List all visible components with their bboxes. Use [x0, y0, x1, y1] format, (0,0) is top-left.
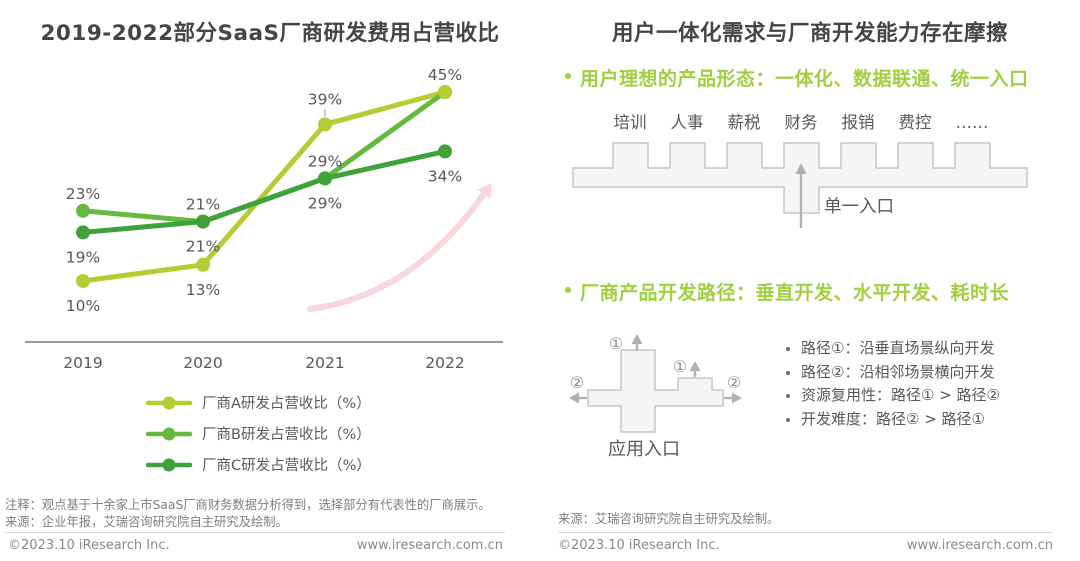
legend-dot	[162, 427, 176, 440]
list-item: 路径②：沿相邻场景横向开发	[786, 361, 1000, 385]
data-label: 39%	[308, 90, 342, 108]
website-text: www.iresearch.com.cn	[356, 538, 503, 553]
series-line-c	[80, 148, 448, 235]
x-tick-label: 2019	[63, 354, 102, 372]
path1-circle-marker: ①	[673, 357, 687, 376]
list-item: 资源复用性：路径① > 路径②	[786, 384, 1000, 408]
app-entry-label: 应用入口	[608, 439, 680, 460]
bullet1-row: 用户理想的产品形态：一体化、数据联通、统一入口	[565, 64, 1029, 91]
data-label: 21%	[186, 196, 220, 214]
line-chart: 2019 2020 2021 2022 10% 13% 39% 45% 23% 21% 29% 19%…	[25, 66, 503, 372]
copyright-text: ©2023.10 iResearch Inc.	[558, 538, 720, 553]
module-label: 财务	[785, 113, 818, 132]
module-label: 报销	[842, 113, 875, 132]
x-tick-label: 2021	[305, 354, 344, 372]
right-title: 用户一体化需求与厂商开发能力存在摩擦	[611, 21, 1008, 46]
legend-dot	[162, 396, 176, 409]
trend-arrow-decor	[307, 188, 489, 312]
data-label: 10%	[66, 297, 100, 315]
left-chart-title: 2019-2022部分SaaS厂商研发费用占营收比	[40, 21, 500, 46]
bullet-dot-icon	[565, 287, 571, 293]
vertical-dev-arrow-head	[631, 334, 643, 344]
data-point-c	[318, 171, 332, 186]
bullet-dot-icon	[786, 347, 790, 351]
list-item-text: 开发难度：路径② > 路径①	[801, 409, 985, 428]
list-item-text: 资源复用性：路径① > 路径②	[801, 386, 1001, 404]
path1-circle-marker: ①	[609, 334, 623, 353]
legend-item: 厂商B研发占营收比（%）	[146, 418, 371, 449]
data-label: 21%	[186, 238, 220, 256]
bullet-dot-icon	[786, 370, 790, 375]
data-point-b	[76, 203, 90, 218]
series-line-a	[80, 89, 448, 284]
note-line: 注释：观点基于十余家上市SaaS厂商财务数据分析得到，选择部分有代表性的厂商展示…	[5, 498, 491, 512]
trend-arrow-head	[477, 183, 492, 199]
data-label: 45%	[428, 66, 462, 84]
legend-dot	[162, 458, 176, 471]
data-label: 19%	[66, 248, 100, 266]
left-note: 注释：观点基于十余家上市SaaS厂商财务数据分析得到，选择部分有代表性的厂商展示…	[5, 497, 491, 531]
bullet2-row: 厂商产品开发路径：垂直开发、水平开发、耗时长	[565, 278, 1009, 305]
data-point-c	[196, 214, 210, 229]
data-label: 29%	[308, 152, 342, 170]
vertical-dev-arrow-2-head	[689, 361, 701, 371]
chart-legend: 厂商A研发占营收比（%） 厂商B研发占营收比（%） 厂商C研发占营收比（%）	[146, 387, 371, 480]
module-label: 费控	[899, 113, 932, 132]
list-item: 路径①：沿垂直场景纵向开发	[786, 337, 1000, 361]
bullet-dot-icon	[786, 417, 790, 422]
data-point-c	[76, 225, 90, 240]
module-label: ……	[956, 113, 989, 132]
path2-circle-marker: ②	[570, 373, 584, 392]
path2-circle-marker: ②	[727, 373, 741, 392]
integration-diagram: 培训 人事 薪税 财务 报销 费控 …… 单一入口	[572, 113, 1028, 228]
website-text: www.iresearch.com.cn	[906, 538, 1053, 553]
horizontal-dev-arrow-right-head	[732, 392, 742, 404]
data-point-a	[196, 257, 210, 272]
data-point-a	[318, 117, 332, 132]
x-tick-label: 2022	[425, 354, 464, 372]
copyright-text: ©2023.10 iResearch Inc.	[8, 538, 170, 553]
list-item-text: 路径①：沿垂直场景纵向开发	[801, 339, 995, 357]
single-entry-arrow-head	[795, 163, 807, 174]
bullet-dot-icon	[565, 73, 571, 79]
dev-path-diagram: ① ① ② ② 应用入口	[569, 334, 742, 460]
data-label: 13%	[186, 281, 220, 299]
legend-item: 厂商A研发占营收比（%）	[146, 387, 371, 418]
data-point-a	[76, 274, 90, 288]
data-label: 23%	[66, 185, 100, 203]
legend-marker-icon	[146, 427, 192, 440]
bullet1-text: 用户理想的产品形态：一体化、数据联通、统一入口	[580, 68, 1029, 90]
path-list: 路径①：沿垂直场景纵向开发 路径②：沿相邻场景横向开发 资源复用性：路径① > …	[786, 337, 1000, 431]
list-item-text: 路径②：沿相邻场景横向开发	[801, 362, 995, 381]
data-point-c	[438, 144, 452, 159]
legend-label: 厂商B研发占营收比（%）	[202, 427, 371, 443]
horizontal-dev-arrow-left-head	[569, 392, 579, 404]
module-label: 薪税	[728, 113, 761, 132]
legend-item: 厂商C研发占营收比（%）	[146, 449, 371, 480]
data-point-a	[438, 85, 452, 99]
right-source: 来源：艾瑞咨询研究院自主研究及绘制。	[558, 512, 780, 526]
right-footer: ©2023.10 iResearch Inc. www.iresearch.co…	[558, 538, 1053, 553]
legend-marker-icon	[146, 458, 192, 471]
x-tick-label: 2020	[183, 354, 222, 372]
source-line: 来源：企业年报，艾瑞咨询研究院自主研究及绘制。	[5, 515, 288, 529]
legend-label: 厂商A研发占营收比（%）	[202, 396, 371, 412]
legend-label: 厂商C研发占营收比（%）	[202, 458, 371, 474]
module-label: 人事	[671, 113, 704, 132]
bullet-dot-icon	[786, 394, 790, 398]
single-entry-label: 单一入口	[824, 197, 894, 217]
bullet2-text: 厂商产品开发路径：垂直开发、水平开发、耗时长	[580, 282, 1010, 304]
module-label: 培训	[614, 113, 647, 132]
data-label: 34%	[428, 167, 462, 185]
list-item: 开发难度：路径② > 路径①	[786, 408, 1000, 432]
legend-marker-icon	[146, 396, 192, 409]
left-footer-divider	[4, 532, 505, 533]
cross-shape	[587, 349, 724, 433]
data-label: 29%	[308, 194, 342, 212]
left-footer: ©2023.10 iResearch Inc. www.iresearch.co…	[8, 538, 503, 553]
right-footer-divider	[558, 532, 1053, 533]
